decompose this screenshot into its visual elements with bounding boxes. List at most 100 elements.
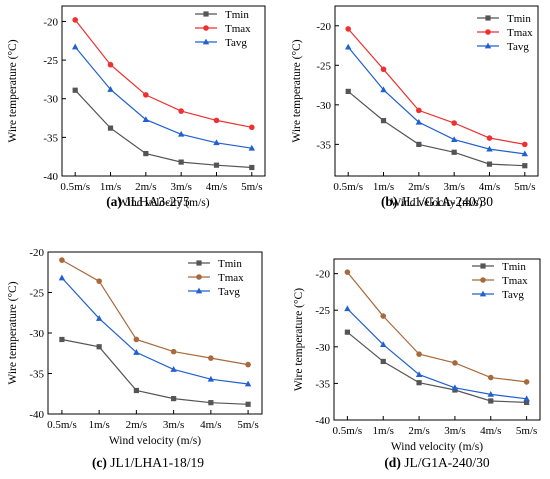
series-tmin-line <box>347 90 525 167</box>
x-axis-label: Wind velocity (m/s) <box>117 197 209 209</box>
series-tmin-point <box>249 164 255 171</box>
legend-label: Tavg <box>502 289 524 301</box>
series-tmax-point <box>416 351 422 357</box>
series-tmax-point <box>59 257 65 263</box>
series-tavg-point <box>344 43 352 50</box>
series-tmax-point <box>487 374 494 381</box>
y-tick-label: -30 <box>315 342 330 354</box>
series-tavg-point <box>380 86 387 93</box>
series-tmin-point <box>344 329 350 335</box>
series-tmax-point <box>249 124 255 131</box>
series-tmin-line <box>347 331 527 403</box>
series-tmin-point <box>133 387 139 394</box>
legend-item-tavg: Tavg <box>188 286 240 298</box>
series-tmax-point <box>245 361 251 368</box>
y-axis-label: Wire temperature (°C) <box>291 39 303 142</box>
panel-caption-text: JL/G1A-240/30 <box>401 455 490 470</box>
legend-item-tavg: Tavg <box>195 37 247 49</box>
series-tavg-point <box>521 150 529 157</box>
x-axis-label: Wind velocity (m/s) <box>391 441 483 453</box>
series-tavg-point <box>142 116 150 122</box>
legend-item-tmax: Tmax <box>477 27 533 39</box>
panel-caption-tag: (d) <box>384 455 401 470</box>
legend-swatch-marker <box>202 38 210 45</box>
series-tmin-point <box>208 400 214 406</box>
series-tmin-point <box>96 344 102 350</box>
series-tavg-point <box>244 380 252 387</box>
x-tick-label: 5m/s <box>516 425 537 437</box>
x-tick-label: 5m/s <box>237 419 258 431</box>
y-tick-label: -30 <box>316 100 331 112</box>
x-tick-label: 2m/s <box>408 425 429 437</box>
series-tmax-point <box>143 92 149 98</box>
series-tavg-point <box>486 145 493 152</box>
legend-label: Tmin <box>225 9 249 21</box>
x-tick-label: 3m/s <box>443 181 464 193</box>
y-tick-label: -20 <box>43 16 58 28</box>
series-tmin-point <box>72 87 78 93</box>
x-tick-label: 2m/s <box>408 181 429 193</box>
chart-panel-3: -40 -35 -30 -25 -20 0.5m/s 1m/s 2m/s 3m/s 4m/s 5m/… <box>7 247 263 470</box>
series-tavg-point <box>487 390 494 397</box>
series-tavg-line <box>347 46 525 155</box>
y-tick-label: -25 <box>29 288 44 300</box>
series-tmin-point <box>213 162 220 168</box>
panel-caption: (c) JL1/LHA1-18/19 <box>92 455 204 470</box>
y-tick-label: -25 <box>43 55 58 67</box>
x-tick-label: 1m/s <box>100 181 121 193</box>
legend-item-tmin: Tmin <box>472 261 526 273</box>
panel-caption: (b) JL1/G1A-240/30 <box>381 194 493 209</box>
chart-panel-4: -40 -35 -30 -25 -20 0.5m/s 1m/s 2m/s 3m/s 4m/s 5m/… <box>293 258 541 470</box>
series-tmin-line <box>74 89 252 169</box>
y-tick-label: -25 <box>316 60 331 72</box>
legend-item-tmax: Tmax <box>188 272 244 284</box>
legend-label: Tmin <box>507 13 531 25</box>
legend-label: Tmin <box>218 258 242 270</box>
y-axis-label: Wire temperature (°C) <box>7 281 19 384</box>
legend-label: Tmax <box>507 27 533 39</box>
series-tmax-line <box>61 259 249 366</box>
series-tmax-point <box>208 355 214 361</box>
series-tmin-point <box>522 163 528 169</box>
series-tmin-point <box>245 401 251 407</box>
legend-swatch-marker <box>480 263 486 269</box>
series-tmax-point <box>72 17 78 23</box>
panel-caption-tag: (c) <box>92 455 107 470</box>
series-tavg-point <box>95 315 103 321</box>
series-tmin-point <box>380 118 387 124</box>
series-tavg-point <box>177 130 185 137</box>
x-tick-label: 4m/s <box>200 419 221 431</box>
y-tick-label: -20 <box>316 21 331 33</box>
y-tick-label: -40 <box>43 171 58 183</box>
x-tick-label: 0.5m/s <box>333 181 363 193</box>
legend-item-tmax: Tmax <box>472 275 528 287</box>
series-tmin-point <box>451 149 457 155</box>
series-tavg-point <box>450 136 458 143</box>
series-tavg-point <box>107 86 114 92</box>
x-tick-label: 4m/s <box>479 181 500 193</box>
panel-caption: (a) JLHA3-275 <box>106 194 190 209</box>
series-tavg-point <box>133 349 140 355</box>
legend-item-tmin: Tmin <box>477 13 531 25</box>
x-tick-label: 2m/s <box>126 419 147 431</box>
series-tavg-point <box>415 371 423 378</box>
legend-item-tavg: Tavg <box>472 289 524 301</box>
x-axis-label: Wind velocity (m/s) <box>390 197 482 209</box>
series-tmax-point <box>486 135 493 141</box>
chart-panel-2: -35 -30 -25 -20 0.5m/s 1m/s 2m/s 3m/s 4m/s 5m/s Wi… <box>291 5 539 209</box>
legend-swatch-marker <box>195 287 203 294</box>
x-axis-label: Wind velocity (m/s) <box>109 435 201 447</box>
x-tick-label: 0.5m/s <box>47 419 77 431</box>
series-tmax-point <box>133 336 140 343</box>
legend-swatch-marker <box>196 260 202 266</box>
series-tmax-point <box>107 61 114 68</box>
series-tavg-point <box>451 384 459 391</box>
plot-frame <box>334 5 539 177</box>
series-tmin-point <box>178 159 184 165</box>
x-tick-label: 0.5m/s <box>60 181 90 193</box>
legend-item-tmin: Tmin <box>195 9 249 21</box>
series-tmax-point <box>344 269 351 275</box>
y-axis-label: Wire temperature (°C) <box>7 39 19 142</box>
legend-item-tmin: Tmin <box>188 258 242 270</box>
y-tick-label: -40 <box>29 409 44 421</box>
